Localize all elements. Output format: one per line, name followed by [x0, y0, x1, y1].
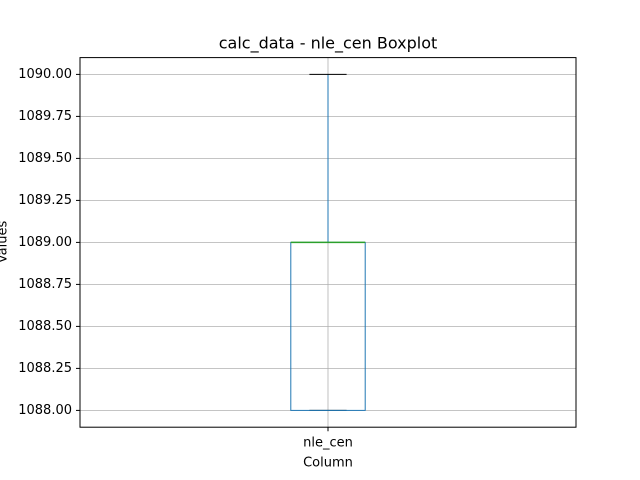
plot-area: 1088.00 1088.25 1088.50 1088.75 1089.00 1089.…: [18, 57, 576, 451]
y-tick-label: 1089.50: [18, 151, 72, 166]
y-tick-label: 1088.25: [18, 361, 72, 376]
y-tick-label: 1089.75: [18, 109, 72, 124]
y-tick-label: 1089.25: [18, 193, 72, 208]
y-tick-label: 1088.75: [18, 277, 72, 292]
y-tick-label: 1089.00: [18, 235, 72, 250]
y-tick-label: 1088.50: [18, 319, 72, 334]
y-axis-label: Values: [0, 221, 11, 264]
axes-frame: [79, 57, 577, 428]
y-tick-label: 1090.00: [18, 67, 72, 82]
chart-title: calc_data - nle_cen Boxplot: [219, 34, 438, 54]
x-tick-label: nle_cen: [303, 436, 353, 451]
x-axis-label: Column: [303, 456, 353, 471]
y-tick-label: 1088.00: [18, 403, 72, 418]
